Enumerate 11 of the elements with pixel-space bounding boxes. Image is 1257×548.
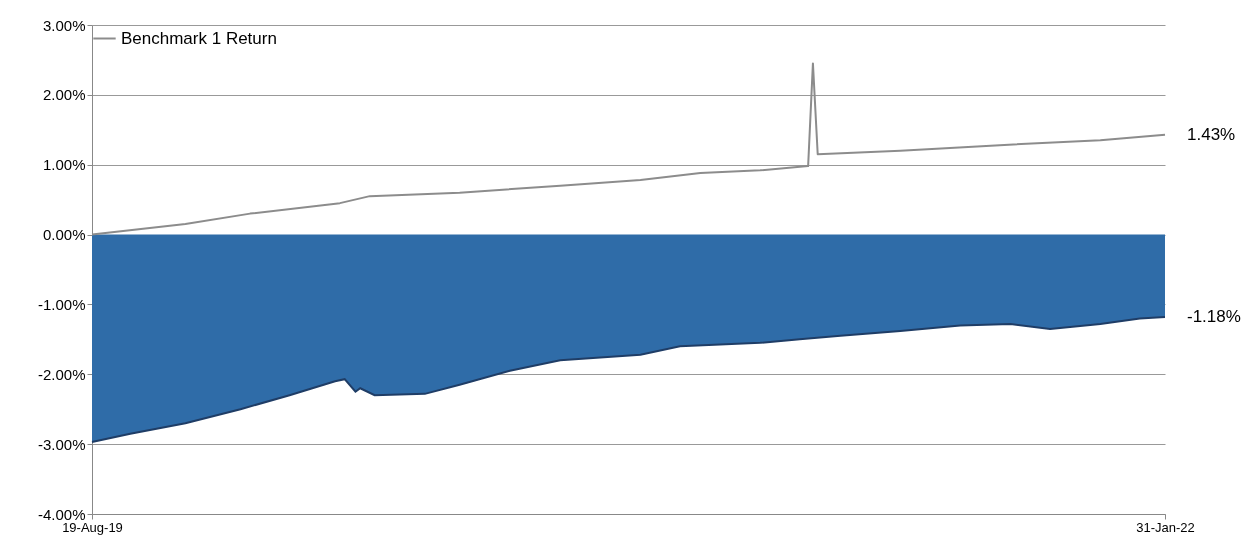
y-tick-label: 2.00% <box>42 86 86 104</box>
annotation: -1.18% <box>1187 307 1241 326</box>
x-tick-label: 31-Jan-22 <box>1136 519 1195 535</box>
y-tick-label: 3.00% <box>42 16 86 34</box>
y-tick-label: -1.00% <box>37 295 86 313</box>
legend-label: Benchmark 1 Return <box>121 28 277 48</box>
y-tick-label: 0.00% <box>42 226 86 244</box>
y-tick-label: 1.00% <box>42 156 86 174</box>
y-tick-label: -3.00% <box>37 435 86 453</box>
annotation: 1.43% <box>1187 124 1236 144</box>
y-tick-label: -2.00% <box>37 365 86 383</box>
